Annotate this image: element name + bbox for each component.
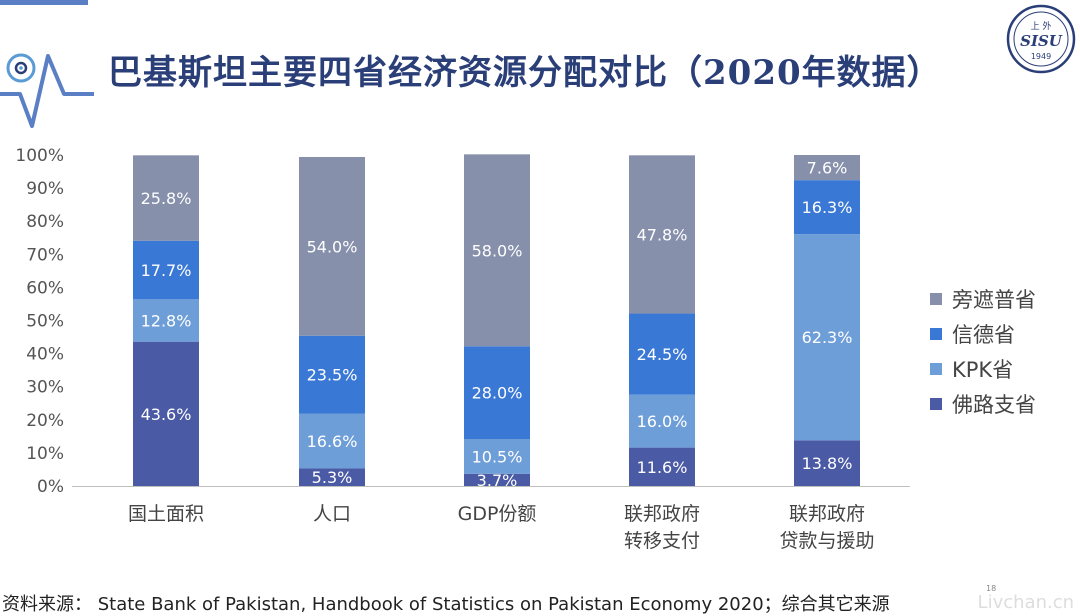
bar-segment (133, 240, 199, 300)
data-label: 28.0% (472, 384, 523, 403)
data-label: 12.8% (141, 312, 192, 331)
x-category-label: 人口 (313, 503, 351, 525)
bar-segment (133, 341, 199, 486)
legend-swatch (930, 292, 942, 305)
data-label: 25.8% (141, 189, 192, 208)
broadcast-icon (6, 53, 36, 83)
bar-segment (794, 234, 860, 441)
seal-year: 1949 (1031, 52, 1051, 61)
slide-title: 巴基斯坦主要四省经济资源分配对比（2020年数据） (108, 53, 942, 93)
y-tick-label: 100% (15, 146, 64, 166)
x-category-label: 国土面积 (128, 503, 204, 525)
bar-segment (133, 155, 199, 241)
y-tick-label: 20% (26, 411, 64, 431)
page-number: 18 (986, 584, 997, 593)
seal-top-text: 上 外 (1031, 20, 1052, 32)
y-tick-label: 10% (26, 444, 64, 464)
data-label: 24.5% (637, 345, 688, 364)
x-category-label: 转移支付 (624, 530, 700, 552)
bar-segment (794, 440, 860, 486)
data-label: 16.0% (637, 412, 688, 431)
bar-segment (794, 155, 860, 181)
y-tick-label: 90% (26, 179, 64, 199)
data-label: 3.7% (477, 471, 518, 490)
source-note: 资料来源： State Bank of Pakistan, Handbook o… (2, 594, 890, 615)
data-label: 47.8% (637, 225, 688, 244)
y-tick-label: 60% (26, 278, 64, 298)
data-label: 13.8% (802, 454, 853, 473)
data-label: 43.6% (141, 405, 192, 424)
y-tick-label: 30% (26, 378, 64, 398)
data-label: 11.6% (637, 458, 688, 477)
bar-segment (299, 335, 365, 414)
legend-label: 佛路支省 (952, 392, 1036, 417)
bar-segment (299, 156, 365, 336)
data-label: 17.7% (141, 261, 192, 280)
legend-swatch (930, 362, 942, 375)
data-label: 10.5% (472, 447, 523, 466)
bar-segment (464, 438, 530, 474)
bar-segment (464, 346, 530, 439)
bar-segment (464, 154, 530, 347)
x-category-label: 贷款与援助 (779, 530, 874, 552)
data-label: 62.3% (802, 328, 853, 347)
bar-segment (629, 447, 695, 486)
data-label: 16.3% (802, 198, 853, 217)
bar-segment (133, 299, 199, 342)
legend-item: KPK省 (930, 351, 1036, 386)
y-tick-label: 40% (26, 345, 64, 365)
data-label: 54.0% (307, 237, 358, 256)
x-category-label: GDP份额 (458, 503, 537, 525)
chart-legend: 旁遮普省信德省 KPK省佛路支省 (930, 281, 1036, 421)
legend-item: 信德省 (930, 316, 1036, 351)
bar-segment (629, 155, 695, 314)
bar-segment (629, 394, 695, 448)
bar-segment (299, 413, 365, 469)
university-seal: 上 外 SISU 1949 (1006, 4, 1076, 74)
data-label: 58.0% (472, 241, 523, 260)
data-label: 7.6% (807, 159, 848, 178)
bar-segment (464, 473, 530, 486)
legend-item: 旁遮普省 (930, 281, 1036, 316)
x-category-label: 联邦政府 (789, 503, 865, 525)
y-tick-label: 70% (26, 245, 64, 265)
y-tick-label: 50% (26, 312, 64, 332)
y-tick-label: 80% (26, 212, 64, 232)
pulse-line (0, 54, 94, 128)
bar-segment (629, 313, 695, 395)
legend-label: KPK省 (952, 357, 1014, 382)
wave-decoration (0, 53, 94, 128)
data-label: 5.3% (312, 468, 353, 487)
legend-swatch (930, 327, 942, 340)
legend-label: 信德省 (952, 322, 1015, 347)
y-tick-label: 0% (37, 477, 64, 497)
bar-segment (299, 468, 365, 486)
data-label: 16.6% (307, 432, 358, 451)
watermark: Livchan.cn (977, 592, 1074, 613)
data-label: 23.5% (307, 366, 358, 385)
seal-mid-text: SISU (1020, 32, 1063, 50)
legend-swatch (930, 397, 942, 410)
bar-segment (794, 180, 860, 235)
legend-item: 佛路支省 (930, 386, 1036, 421)
legend-label: 旁遮普省 (952, 287, 1036, 312)
top-rule (0, 0, 88, 5)
x-category-label: 联邦政府 (624, 503, 700, 525)
stacked-bar-chart: 0% 10% 20% 30% 40% 50% 60% 70% 80% 90% 100% 43.6% 12… (15, 146, 910, 552)
